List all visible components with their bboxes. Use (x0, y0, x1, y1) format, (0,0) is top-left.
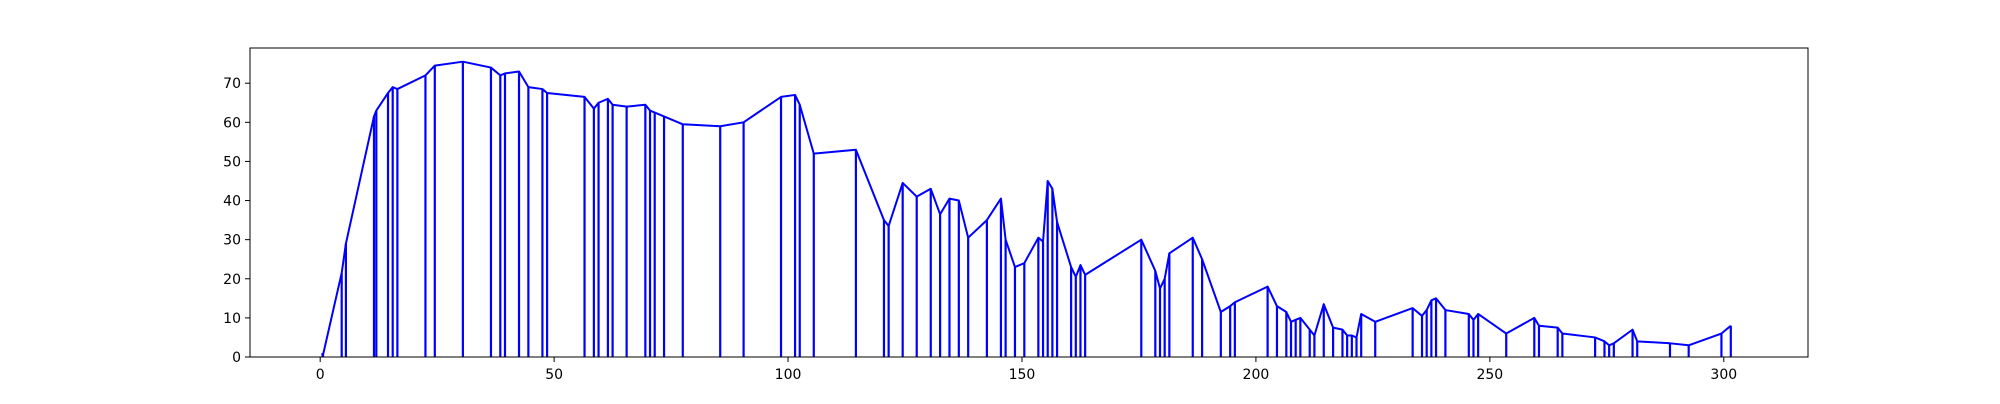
y-tick-label: 30 (223, 233, 241, 249)
x-tick-label: 200 (1243, 367, 1270, 383)
axes: 0 50 100 150 200 250 300 0 10 20 30 40 50 60 70 (223, 47, 1809, 383)
y-tick-label: 50 (223, 154, 241, 170)
series-line (321, 60, 1732, 357)
plot-frame (249, 47, 1809, 358)
y-tick-label: 10 (223, 311, 241, 327)
plot-area (321, 60, 1732, 357)
x-tick-label: 50 (545, 367, 563, 383)
x-tick-label: 0 (316, 367, 325, 383)
x-tick-label: 300 (1710, 367, 1737, 383)
y-tick-label: 20 (223, 272, 241, 288)
y-tick-label: 0 (232, 350, 241, 366)
y-tick-label: 40 (223, 194, 241, 210)
y-tick-label: 70 (223, 76, 241, 92)
x-tick-label: 150 (1009, 367, 1036, 383)
x-tick-label: 250 (1476, 367, 1503, 383)
y-tick-label: 60 (223, 115, 241, 131)
x-tick-label: 100 (775, 367, 802, 383)
